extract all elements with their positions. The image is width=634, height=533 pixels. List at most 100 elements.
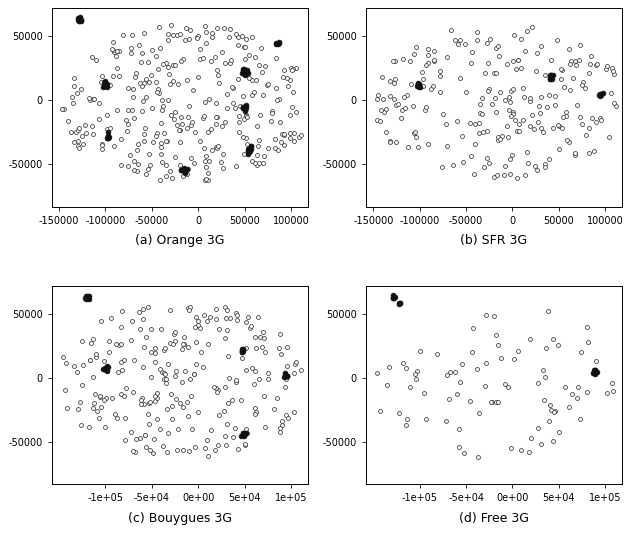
Point xyxy=(117,307,127,316)
Point xyxy=(207,29,217,37)
Point xyxy=(163,360,173,368)
Point xyxy=(411,133,422,141)
Point xyxy=(204,128,214,136)
Point xyxy=(218,150,228,158)
Point xyxy=(145,325,155,334)
Point xyxy=(175,161,185,169)
Point xyxy=(127,447,138,456)
Point xyxy=(193,73,203,82)
Point xyxy=(475,108,485,117)
Point xyxy=(200,22,210,30)
Point xyxy=(140,124,150,132)
Point xyxy=(167,174,177,183)
Point xyxy=(101,80,112,88)
Point xyxy=(153,65,163,74)
Point xyxy=(414,79,424,88)
Point xyxy=(557,75,567,84)
Point xyxy=(222,305,232,314)
Point xyxy=(177,378,187,386)
Point xyxy=(202,163,212,172)
Point xyxy=(239,43,249,52)
Point xyxy=(150,349,160,358)
Point xyxy=(62,404,72,413)
Point xyxy=(281,372,292,381)
Point xyxy=(127,387,138,396)
Point xyxy=(233,75,243,84)
Point xyxy=(391,138,401,146)
Point xyxy=(226,55,236,64)
Point xyxy=(583,338,593,346)
Point xyxy=(536,440,547,448)
Point xyxy=(179,168,190,177)
Point xyxy=(172,31,182,39)
Point xyxy=(112,106,122,115)
Point xyxy=(204,157,214,165)
Point xyxy=(195,324,205,332)
Point xyxy=(195,136,205,145)
Point xyxy=(154,89,164,98)
Point xyxy=(247,157,257,165)
Point xyxy=(98,83,108,92)
Point xyxy=(503,106,514,114)
Point xyxy=(223,352,233,361)
Point xyxy=(146,46,157,54)
Point xyxy=(240,68,250,77)
Point xyxy=(232,310,242,319)
Point xyxy=(263,79,273,88)
Point xyxy=(238,66,249,74)
Point xyxy=(177,120,187,128)
Point xyxy=(159,368,169,377)
Point xyxy=(74,144,84,152)
Point xyxy=(196,348,206,356)
Point xyxy=(198,114,208,122)
Point xyxy=(283,414,294,423)
Point xyxy=(175,399,185,407)
Point xyxy=(380,128,391,136)
Point xyxy=(116,134,126,143)
Point xyxy=(548,437,558,445)
Point xyxy=(241,134,251,142)
Point xyxy=(88,130,98,139)
Point xyxy=(411,43,421,52)
Point xyxy=(252,122,262,131)
Point xyxy=(503,132,513,141)
Point xyxy=(185,303,195,311)
Point xyxy=(183,343,193,352)
Point xyxy=(116,390,126,398)
Point xyxy=(240,42,250,51)
Point xyxy=(236,432,247,440)
Point xyxy=(123,120,133,128)
Point xyxy=(417,68,427,76)
Point xyxy=(108,38,119,47)
Point xyxy=(531,67,541,75)
Point xyxy=(496,354,507,362)
Point xyxy=(189,369,199,378)
Point xyxy=(486,34,496,43)
Point xyxy=(238,64,249,73)
Point xyxy=(569,148,579,157)
Point xyxy=(102,110,112,119)
Point xyxy=(282,74,292,82)
Point xyxy=(165,306,175,314)
Point xyxy=(139,431,150,440)
Point xyxy=(181,124,191,132)
Point xyxy=(103,132,113,140)
Point xyxy=(377,73,387,82)
Point xyxy=(280,373,290,382)
Point xyxy=(470,119,480,128)
Point xyxy=(69,138,79,147)
Point xyxy=(119,392,129,400)
Point xyxy=(82,293,93,302)
Point xyxy=(405,56,415,65)
Point xyxy=(155,365,165,373)
Point xyxy=(536,92,546,101)
Point xyxy=(384,92,394,100)
Point xyxy=(136,49,146,58)
Point xyxy=(63,117,73,126)
Point xyxy=(450,35,460,44)
Point xyxy=(503,383,514,391)
Point xyxy=(533,378,543,387)
Point xyxy=(87,335,98,343)
Point xyxy=(100,423,110,432)
Point xyxy=(175,138,185,147)
